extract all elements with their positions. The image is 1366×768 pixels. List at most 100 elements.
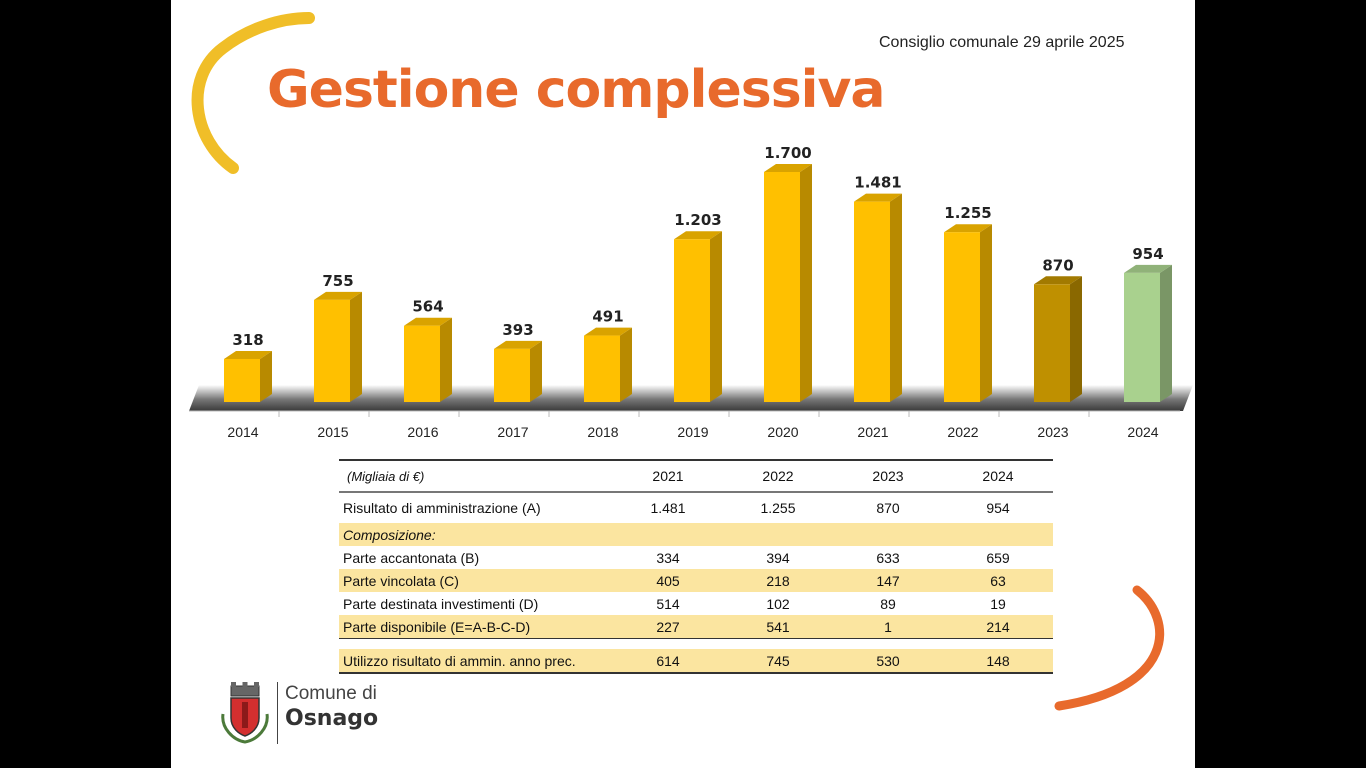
cell-value: 19 — [990, 595, 1006, 612]
x-tick-label-2023: 2023 — [1037, 424, 1068, 440]
cell-value: 405 — [613, 569, 723, 592]
row-label: Parte vincolata (C) — [339, 569, 613, 592]
cell-value: 334 — [656, 549, 680, 566]
table-row: Parte disponibile (E=A-B-C-D) 227 541 1 … — [339, 615, 1053, 639]
bar-top — [944, 224, 992, 233]
result-table: (Migliaia di €) 2021 2022 2023 2024 Risu… — [339, 459, 1053, 674]
value-labels-layer: 318 755 564 393 491 1.203 1.700 1.481 1.255 870 95… — [232, 144, 1163, 349]
bar-2024 — [1124, 264, 1172, 402]
value-label-2018: 491 — [592, 308, 623, 326]
bar-side — [980, 224, 992, 402]
x-tick-label-2021: 2021 — [857, 424, 888, 440]
value-label-2019: 1.203 — [674, 211, 721, 229]
bar-front — [224, 358, 260, 402]
row-label: Composizione: — [339, 523, 613, 546]
presentation-slide: Consiglio comunale 29 aprile 2025 Gestio… — [171, 0, 1195, 768]
cell-value — [613, 523, 723, 546]
table-row: Risultato di amministrazione (A) 1.481 1… — [339, 492, 1053, 523]
bar-front — [404, 325, 440, 402]
bar-top — [314, 291, 362, 300]
bar-chart: 318 755 564 393 491 1.203 1.700 1.481 1.255 870 95… — [189, 144, 1193, 440]
value-label-2024: 954 — [1132, 245, 1163, 263]
cell-value: 147 — [833, 569, 943, 592]
table-row: Composizione: — [339, 523, 1053, 546]
bar-2015 — [314, 291, 362, 402]
logo-divider — [277, 682, 278, 744]
x-tick-label-2019: 2019 — [677, 424, 708, 440]
cell-value: 614 — [613, 649, 723, 674]
bar-front — [854, 201, 890, 402]
logo-text-line1: Comune di — [285, 683, 377, 704]
bar-top — [1034, 276, 1082, 285]
cell-value: 530 — [833, 649, 943, 674]
value-label-2023: 870 — [1042, 256, 1073, 274]
bar-side — [890, 193, 902, 402]
cell-value: 633 — [876, 549, 900, 566]
row-label: Risultato di amministrazione (A) — [343, 500, 541, 516]
cell-value: 514 — [656, 595, 680, 612]
bar-side — [620, 327, 632, 402]
x-tick-label-2015: 2015 — [317, 424, 348, 440]
coat-of-arms-logo — [221, 682, 269, 744]
row-label: Parte accantonata (B) — [343, 549, 480, 566]
bar-front — [944, 232, 980, 402]
table-header-row: (Migliaia di €) 2021 2022 2023 2024 — [339, 459, 1053, 493]
cell-value: 659 — [986, 549, 1010, 566]
cell-value: 745 — [723, 649, 833, 674]
bar-2022 — [944, 224, 992, 402]
bar-top — [764, 164, 812, 172]
bar-top — [674, 231, 722, 240]
bar-side — [260, 350, 272, 402]
bar-side — [1070, 276, 1082, 402]
table-row: Parte accantonata (B) 334 394 633 659 — [339, 546, 1053, 569]
bar-side — [800, 164, 812, 402]
cell-value: 214 — [943, 615, 1053, 639]
table-row: Utilizzo risultato di ammin. anno prec. … — [339, 649, 1053, 674]
cell-value: 102 — [766, 595, 790, 612]
cell-value — [723, 523, 833, 546]
bar-side — [530, 340, 542, 402]
bar-2018 — [584, 327, 632, 402]
decorative-arc-bottom — [1054, 585, 1165, 711]
cell-value: 1 — [833, 615, 943, 639]
table-row: Parte destinata investimenti (D) 514 102… — [339, 592, 1053, 615]
table-row: Parte vincolata (C) 405 218 147 63 — [339, 569, 1053, 592]
bar-2019 — [674, 231, 722, 402]
bar-top — [584, 327, 632, 336]
value-label-2022: 1.255 — [944, 204, 991, 222]
x-tick-label-2017: 2017 — [497, 424, 528, 440]
cell-value: 541 — [723, 615, 833, 639]
logo-text-line2: Osnago — [285, 706, 379, 731]
cell-value — [833, 523, 943, 546]
x-tick-label-2018: 2018 — [587, 424, 618, 440]
cell-value — [943, 523, 1053, 546]
bar-top — [224, 350, 272, 359]
value-label-2016: 564 — [412, 298, 443, 316]
bar-top — [494, 340, 542, 349]
bar-2020 — [764, 164, 812, 402]
bar-front — [584, 335, 620, 402]
cell-value: 218 — [723, 569, 833, 592]
bar-front — [1034, 284, 1070, 402]
table-spacer — [339, 638, 1053, 649]
bar-2023 — [1034, 276, 1082, 402]
bar-front — [314, 299, 350, 402]
bar-front — [1124, 272, 1160, 402]
bar-front — [674, 239, 710, 402]
x-tick-label-2022: 2022 — [947, 424, 978, 440]
value-label-2015: 755 — [322, 272, 353, 290]
slide-subtitle: Consiglio comunale 29 aprile 2025 — [879, 34, 1125, 51]
cell-value: 1.255 — [760, 500, 796, 516]
year-header: 2024 — [943, 459, 1053, 493]
bar-side — [440, 317, 452, 402]
value-label-2017: 393 — [502, 321, 533, 339]
cell-value: 63 — [943, 569, 1053, 592]
x-tick-label-2016: 2016 — [407, 424, 438, 440]
x-tick-label-2020: 2020 — [767, 424, 798, 440]
row-label: Utilizzo risultato di ammin. anno prec. — [339, 649, 613, 674]
value-label-2020: 1.700 — [764, 144, 811, 162]
bar-top — [854, 193, 902, 202]
value-label-2021: 1.481 — [854, 174, 901, 192]
cell-value: 89 — [880, 595, 896, 612]
row-label: Parte disponibile (E=A-B-C-D) — [339, 615, 613, 639]
